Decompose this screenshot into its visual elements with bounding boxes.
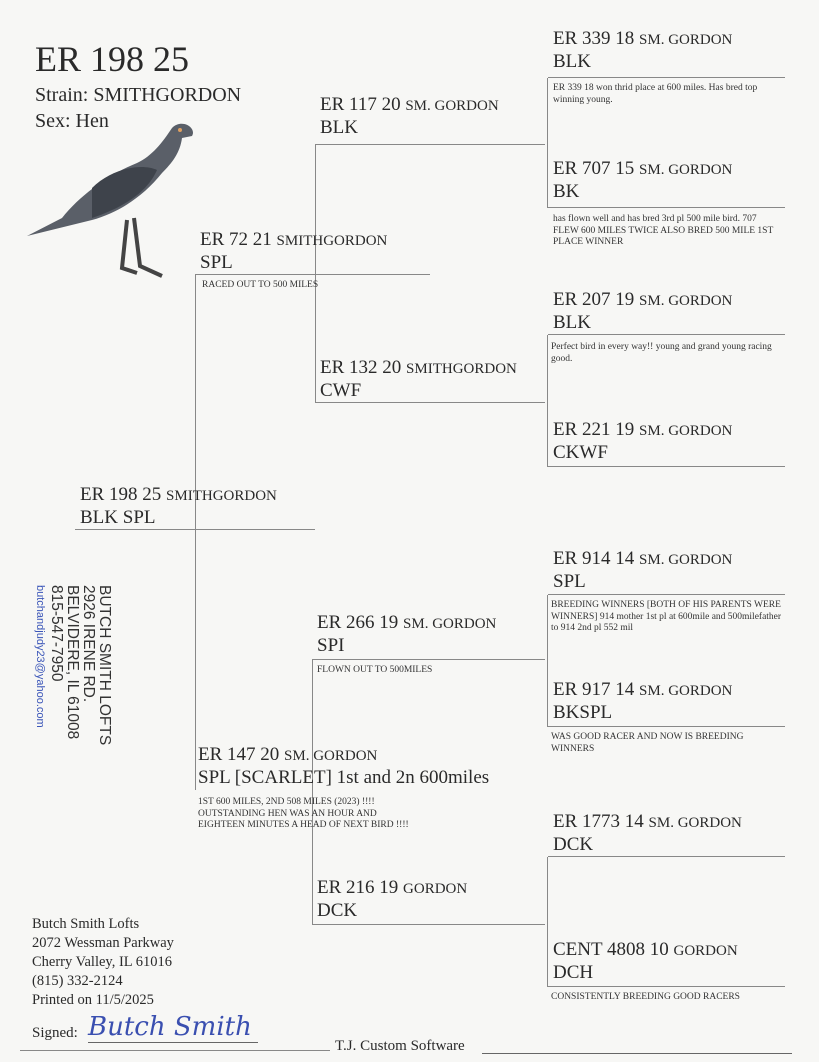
- loft-stamp: BUTCH SMITH LOFTS 2926 IRENE RD. BELVIDE…: [32, 585, 113, 746]
- subject-band: ER 198 25: [35, 39, 190, 79]
- bird-sire-dam: ER 132 20 SMITHGORDON CWF: [315, 357, 545, 403]
- connector-line: [312, 660, 313, 925]
- stamp-line: BUTCH SMITH LOFTS: [96, 585, 113, 746]
- bird-ggp: ER 339 18 SM. GORDON BLK: [548, 28, 785, 78]
- divider: [20, 1050, 330, 1051]
- address-line: Butch Smith Lofts: [32, 916, 140, 932]
- bird-note: 1ST 600 MILES, 2ND 508 MILES (2023) !!!!…: [198, 797, 409, 830]
- bird-note: has flown well and has bred 3rd pl 500 m…: [553, 214, 774, 247]
- pigeon-image: [27, 123, 193, 278]
- printed-date: Printed on 11/5/2025: [32, 992, 154, 1008]
- bird-sire-sire: ER 117 20 SM. GORDON BLK: [315, 94, 545, 145]
- bird-dam-dam: ER 216 19 GORDON DCK: [312, 877, 545, 925]
- software-credit: T.J. Custom Software: [335, 1038, 465, 1054]
- bird-ggp: ER 207 19 SM. GORDON BLK: [548, 289, 785, 335]
- signed-label: Signed:: [32, 1025, 78, 1041]
- address-line: (815) 332-2124: [32, 973, 123, 989]
- connector-line: [195, 275, 196, 790]
- bird-note: Perfect bird in every way!! young and gr…: [551, 342, 772, 364]
- bird-ggp: ER 221 19 SM. GORDON CKWF: [548, 419, 785, 467]
- stamp-email: butchandjudy23@yahoo.com: [34, 585, 46, 728]
- address-line: 2072 Wessman Parkway: [32, 935, 174, 951]
- connector-line: [547, 595, 548, 727]
- connector-line: [547, 335, 548, 467]
- connector-line: [547, 78, 548, 208]
- bird-ggp: ER 917 14 SM. GORDON BKSPL: [548, 679, 785, 727]
- bird-note: FLOWN OUT TO 500MILES: [317, 665, 433, 675]
- stamp-line: 2926 IRENE RD.: [80, 585, 97, 703]
- breeder-address: Butch Smith Lofts 2072 Wessman Parkway C…: [32, 915, 174, 1010]
- bird-note: BREEDING WINNERS [BOTH OF HIS PARENTS WE…: [551, 600, 782, 633]
- bird-note: ER 339 18 won thrid place at 600 miles. …: [553, 83, 758, 105]
- signature: Butch Smith: [88, 1012, 258, 1043]
- strain-label: Strain: SMITHGORDON: [35, 84, 242, 106]
- bird-note: RACED OUT TO 500 MILES: [202, 280, 319, 290]
- bird-note: CONSISTENTLY BREEDING GOOD RACERS: [551, 992, 740, 1002]
- bird-ggp: CENT 4808 10 GORDON DCH: [548, 939, 785, 987]
- sex-label: Sex: Hen: [35, 110, 109, 132]
- connector-line: [547, 857, 548, 987]
- bird-subject: ER 198 25 SMITHGORDON BLK SPL: [75, 484, 315, 530]
- divider: [482, 1053, 792, 1054]
- stamp-line: 815-547-7950: [48, 585, 65, 682]
- bird-note: WAS GOOD RACER AND NOW IS BREEDING WINNE…: [551, 732, 744, 754]
- bird-ggp: ER 707 15 SM. GORDON BK: [548, 158, 785, 208]
- bird-dam-sire: ER 266 19 SM. GORDON SPI: [312, 612, 545, 660]
- bird-sire: ER 72 21 SMITHGORDON SPL: [195, 229, 430, 275]
- bird-ggp: ER 914 14 SM. GORDON SPL: [548, 548, 785, 595]
- bird-dam: ER 147 20 SM. GORDON SPL [SCARLET] 1st an…: [198, 744, 490, 788]
- bird-ggp: ER 1773 14 SM. GORDON DCK: [548, 811, 785, 857]
- address-line: Cherry Valley, IL 61016: [32, 954, 173, 970]
- stamp-line: BELVIDERE, IL 61008: [64, 585, 81, 740]
